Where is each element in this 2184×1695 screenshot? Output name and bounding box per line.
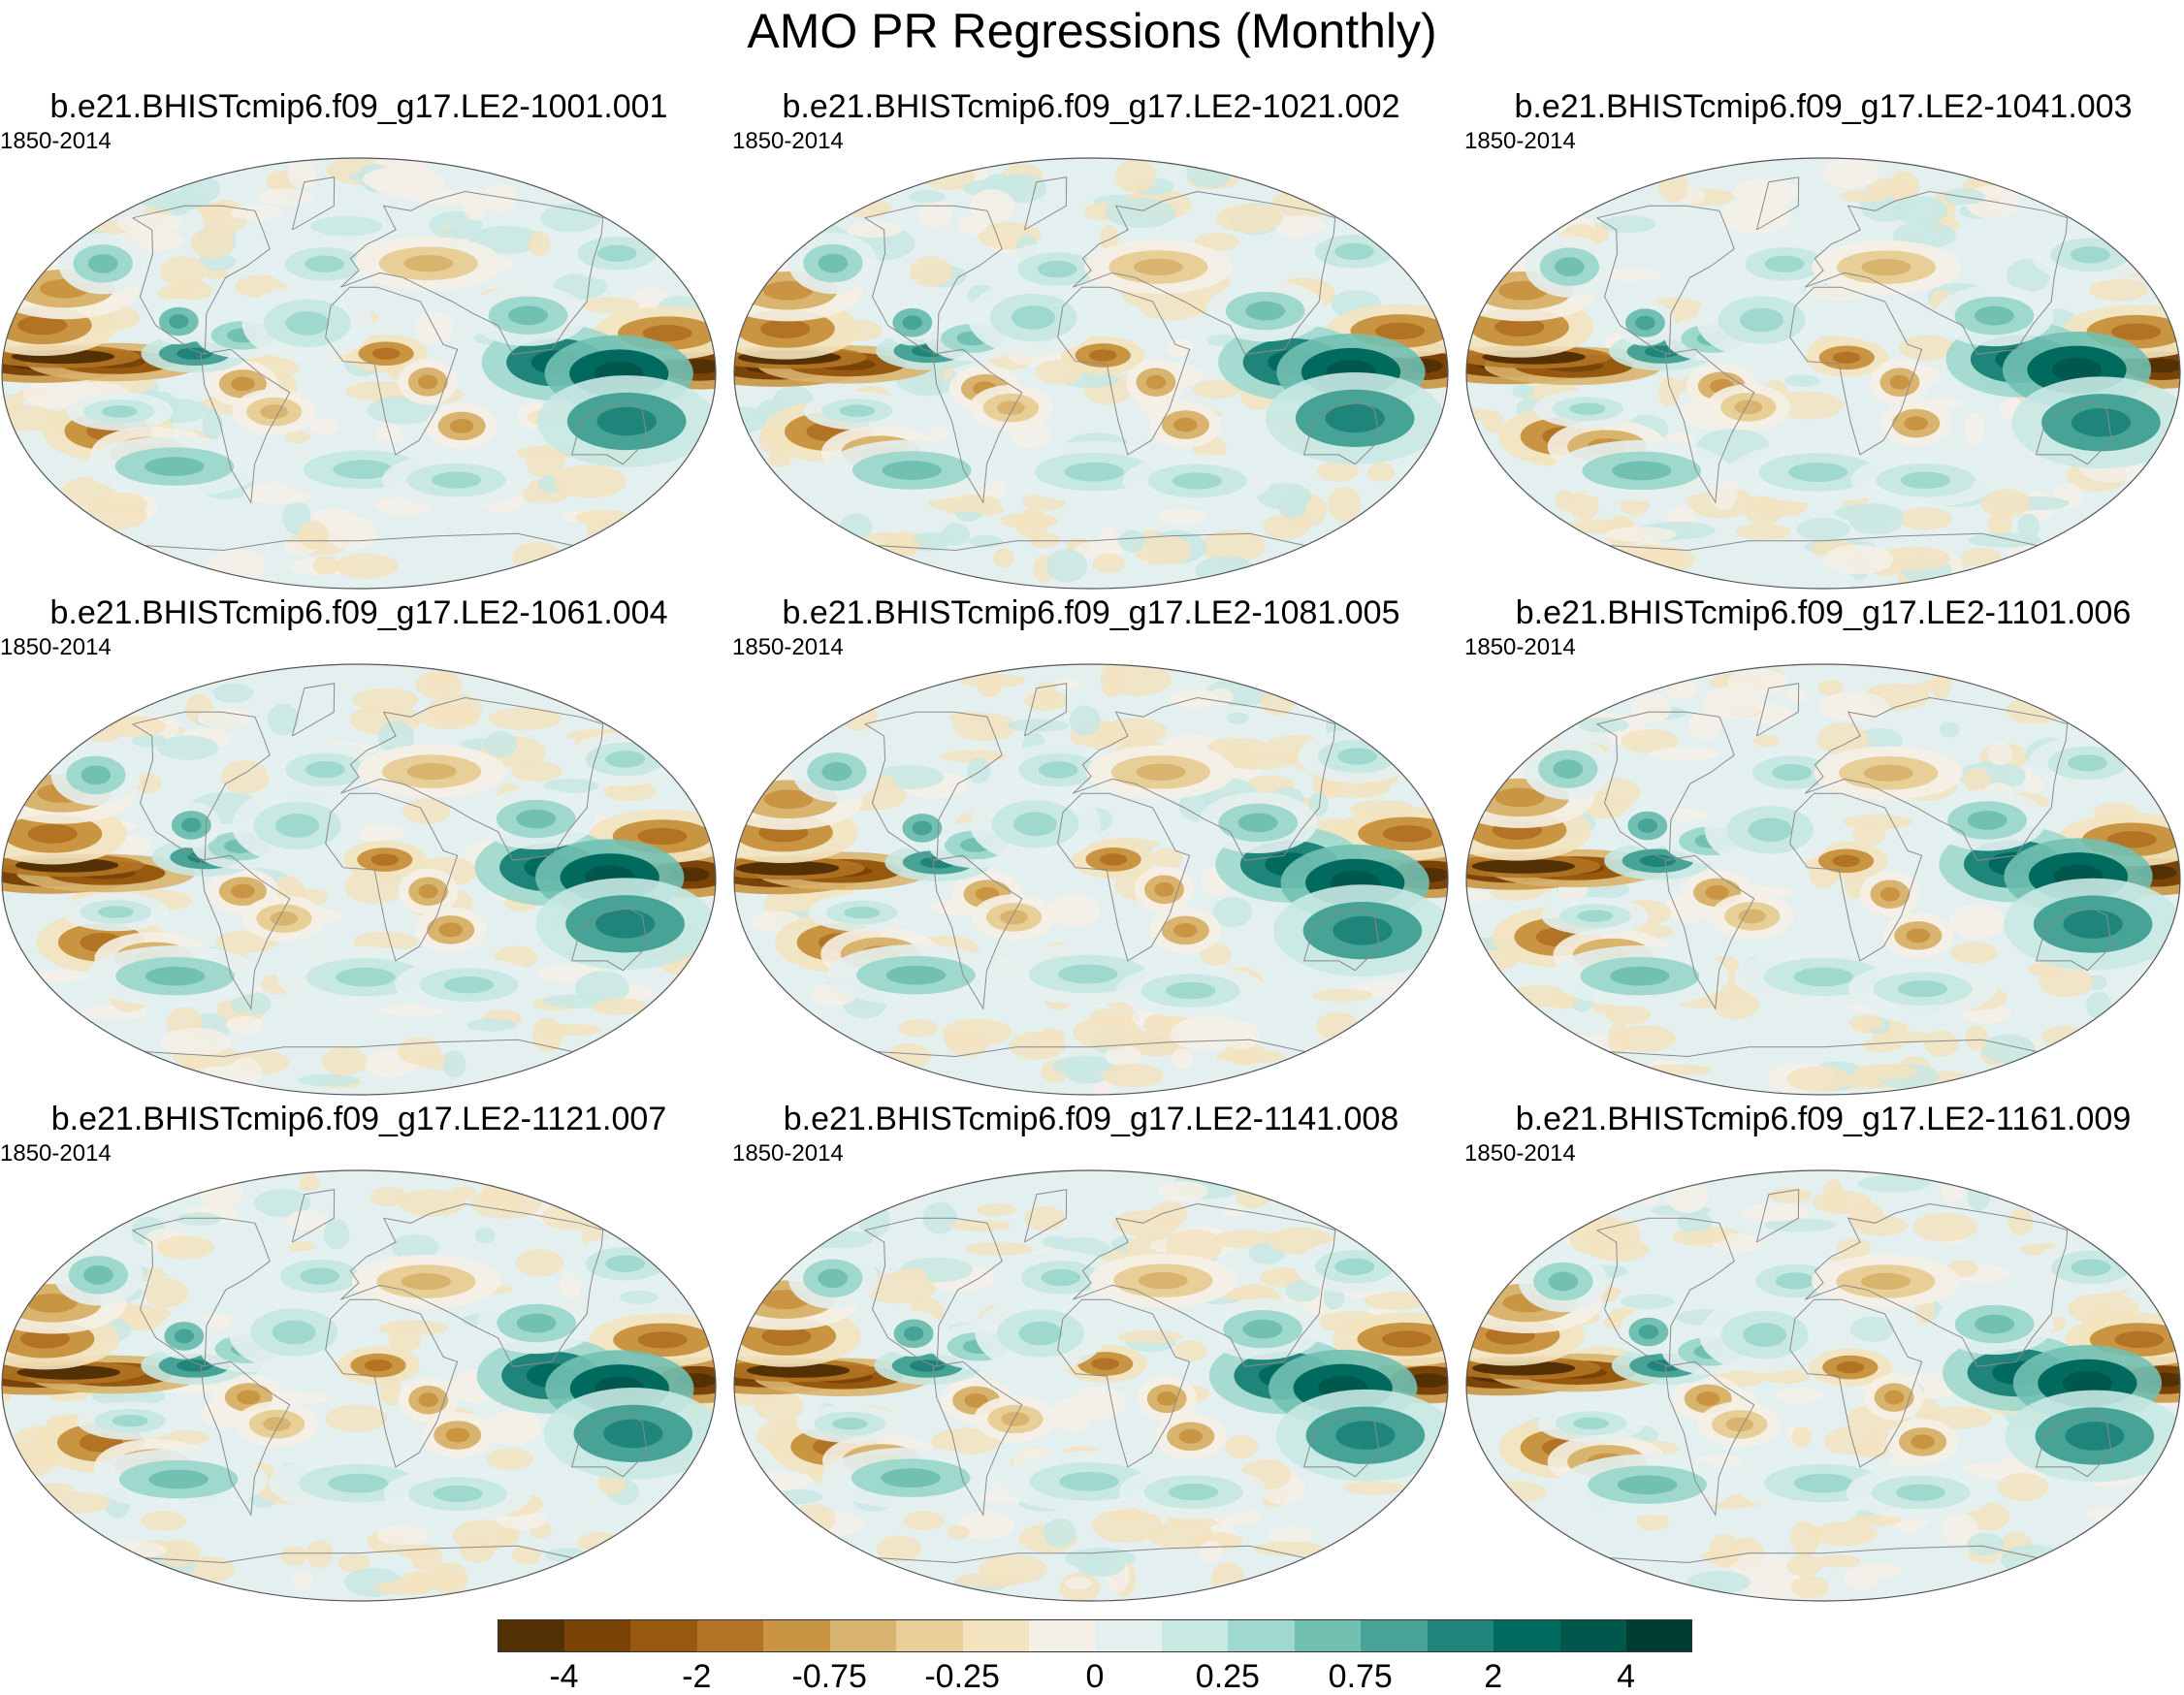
map-projection bbox=[733, 157, 1449, 590]
map-panel: b.e21.BHISTcmip6.f09_g17.LE2-1081.005 185… bbox=[732, 593, 1450, 1098]
map-projection bbox=[1, 1169, 717, 1602]
colorbar-swatch bbox=[1493, 1619, 1560, 1652]
map-panel: b.e21.BHISTcmip6.f09_g17.LE2-1141.008 185… bbox=[732, 1100, 1450, 1604]
map-field bbox=[1466, 158, 2180, 589]
panel-title: b.e21.BHISTcmip6.f09_g17.LE2-1021.002 bbox=[782, 88, 1400, 125]
panel-title: b.e21.BHISTcmip6.f09_g17.LE2-1141.008 bbox=[783, 1101, 1399, 1137]
colorbar-swatch bbox=[1625, 1619, 1693, 1652]
colorbar-tick-label: -0.75 bbox=[791, 1658, 867, 1695]
panel-period: 1850-2014 bbox=[0, 128, 112, 154]
colorbar-swatch bbox=[962, 1619, 1030, 1652]
panel-period: 1850-2014 bbox=[732, 128, 844, 154]
map-field bbox=[1466, 664, 2180, 1095]
map-field bbox=[2, 664, 716, 1095]
map-projection bbox=[733, 1169, 1449, 1602]
map-panel: b.e21.BHISTcmip6.f09_g17.LE2-1001.001 185… bbox=[0, 87, 718, 592]
map-panel: b.e21.BHISTcmip6.f09_g17.LE2-1041.003 185… bbox=[1464, 87, 2182, 592]
colorbar-swatch bbox=[1028, 1619, 1096, 1652]
panel-period: 1850-2014 bbox=[732, 634, 844, 660]
map-field bbox=[2, 1170, 716, 1601]
map-field bbox=[734, 158, 1448, 589]
colorbar-swatch bbox=[563, 1619, 631, 1652]
panel-title: b.e21.BHISTcmip6.f09_g17.LE2-1121.007 bbox=[50, 1101, 667, 1137]
colorbar-swatch bbox=[1294, 1619, 1362, 1652]
colorbar-tick-label: -2 bbox=[682, 1658, 712, 1695]
colorbar-tick-label: -4 bbox=[549, 1658, 579, 1695]
map-field bbox=[734, 1170, 1448, 1601]
colorbar-swatch bbox=[829, 1619, 897, 1652]
map-field bbox=[2, 158, 716, 589]
map-projection bbox=[733, 663, 1449, 1096]
colorbar-swatch bbox=[1360, 1619, 1428, 1652]
panel-title: b.e21.BHISTcmip6.f09_g17.LE2-1041.003 bbox=[1514, 88, 2133, 125]
colorbar-tick-label: 0.75 bbox=[1328, 1658, 1393, 1695]
panel-title: b.e21.BHISTcmip6.f09_g17.LE2-1061.004 bbox=[49, 594, 668, 631]
colorbar-swatch bbox=[1227, 1619, 1295, 1652]
panel-title: b.e21.BHISTcmip6.f09_g17.LE2-1001.001 bbox=[49, 88, 668, 125]
panel-title: b.e21.BHISTcmip6.f09_g17.LE2-1161.009 bbox=[1515, 1101, 2132, 1137]
map-projection bbox=[1, 157, 717, 590]
map-panel: b.e21.BHISTcmip6.f09_g17.LE2-1021.002 185… bbox=[732, 87, 1450, 592]
colorbar-swatch bbox=[1559, 1619, 1627, 1652]
panel-period: 1850-2014 bbox=[0, 634, 112, 660]
colorbar-frame bbox=[498, 1619, 1692, 1652]
colorbar-swatch bbox=[895, 1619, 963, 1652]
map-panel: b.e21.BHISTcmip6.f09_g17.LE2-1121.007 185… bbox=[0, 1100, 718, 1604]
map-panel: b.e21.BHISTcmip6.f09_g17.LE2-1061.004 185… bbox=[0, 593, 718, 1098]
map-projection bbox=[1, 663, 717, 1096]
map-field bbox=[734, 664, 1448, 1095]
panel-period: 1850-2014 bbox=[0, 1140, 112, 1167]
colorbar-swatch bbox=[498, 1619, 564, 1652]
colorbar-tick-label: -0.25 bbox=[924, 1658, 1000, 1695]
colorbar bbox=[498, 1619, 1693, 1652]
colorbar-tick-label: 0.25 bbox=[1195, 1658, 1260, 1695]
panel-period: 1850-2014 bbox=[732, 1140, 844, 1167]
colorbar-swatch bbox=[762, 1619, 830, 1652]
map-projection bbox=[1465, 1169, 2181, 1602]
colorbar-swatch bbox=[1427, 1619, 1494, 1652]
panel-title: b.e21.BHISTcmip6.f09_g17.LE2-1101.006 bbox=[1515, 594, 2132, 631]
colorbar-tick-label: 2 bbox=[1484, 1658, 1503, 1695]
panel-period: 1850-2014 bbox=[1464, 128, 1576, 154]
colorbar-swatch bbox=[629, 1619, 697, 1652]
colorbar-swatch bbox=[1095, 1619, 1162, 1652]
colorbar-swatch bbox=[1161, 1619, 1229, 1652]
map-projection bbox=[1465, 663, 2181, 1096]
map-panel: b.e21.BHISTcmip6.f09_g17.LE2-1101.006 185… bbox=[1464, 593, 2182, 1098]
map-projection bbox=[1465, 157, 2181, 590]
map-field bbox=[1466, 1170, 2180, 1601]
figure-title: AMO PR Regressions (Monthly) bbox=[747, 4, 1437, 58]
colorbar-tick-label: 0 bbox=[1085, 1658, 1105, 1695]
map-panel: b.e21.BHISTcmip6.f09_g17.LE2-1161.009 185… bbox=[1464, 1100, 2182, 1604]
colorbar-tick-label: 4 bbox=[1617, 1658, 1636, 1695]
panel-period: 1850-2014 bbox=[1464, 634, 1576, 660]
panel-title: b.e21.BHISTcmip6.f09_g17.LE2-1081.005 bbox=[782, 594, 1400, 631]
panel-period: 1850-2014 bbox=[1464, 1140, 1576, 1167]
colorbar-swatch bbox=[696, 1619, 764, 1652]
